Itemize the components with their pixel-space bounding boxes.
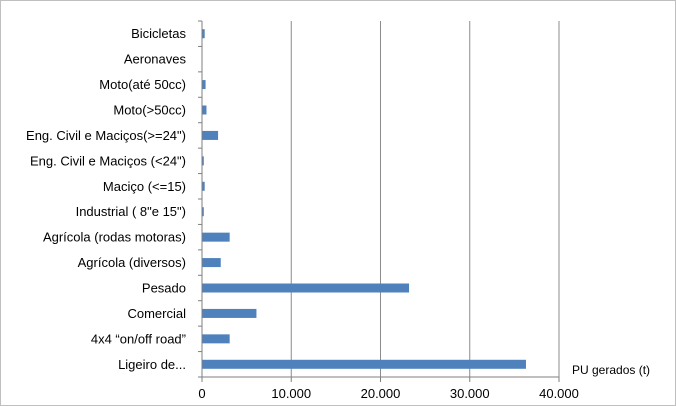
bar — [202, 207, 204, 217]
gridlines — [290, 21, 560, 377]
category-label: Industrial ( 8"e 15") — [76, 204, 186, 219]
x-tick-label: 20.000 — [361, 386, 401, 401]
category-label: Eng. Civil e Maciços(>=24") — [26, 128, 186, 143]
labels: 0 10.000 20.000 30.000 40.000 Bicicletas Aeron… — [26, 26, 579, 401]
bar — [202, 130, 219, 140]
bar — [202, 308, 257, 318]
x-tick-label: 0 — [198, 386, 205, 401]
bar — [202, 29, 205, 39]
x-tick-label: 10.000 — [271, 386, 311, 401]
bar — [202, 232, 230, 242]
bar — [202, 105, 207, 115]
bar — [202, 156, 204, 166]
category-label: Moto(>50cc) — [113, 103, 186, 118]
x-tick-label: 40.000 — [539, 386, 579, 401]
bar — [202, 181, 205, 191]
category-label: Agrícola (rodas motoras) — [43, 230, 186, 245]
axes — [198, 20, 560, 382]
bar — [202, 334, 230, 344]
category-label: 4x4 “on/off road” — [91, 331, 186, 346]
x-axis-title: PU gerados (t) — [572, 363, 650, 377]
bars — [202, 29, 526, 369]
category-label: Bicicletas — [131, 26, 186, 41]
bar — [202, 359, 526, 369]
category-label: Ligeiro de... — [118, 357, 186, 372]
category-label: Maciço (<=15) — [103, 179, 186, 194]
category-label: Agrícola (diversos) — [78, 255, 186, 270]
category-label: Comercial — [127, 306, 186, 321]
category-label: Moto(até 50cc) — [99, 77, 186, 92]
x-tick-label: 30.000 — [450, 386, 490, 401]
category-label: Aeronaves — [124, 52, 187, 67]
bar — [202, 80, 206, 90]
category-label: Eng. Civil e Maciços (<24") — [30, 153, 186, 168]
category-label: Pesado — [142, 281, 186, 296]
bar — [202, 258, 221, 268]
bar — [202, 283, 410, 293]
